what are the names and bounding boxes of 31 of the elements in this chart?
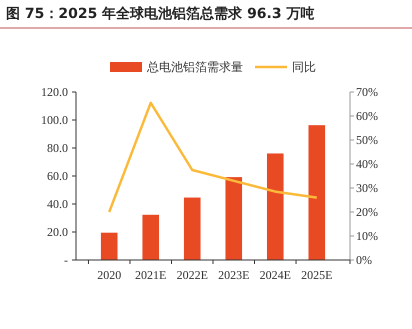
- y-tick-label: 80.0: [47, 141, 68, 156]
- x-tick-label: 2025E: [301, 268, 332, 282]
- y-tick-label: 40.0: [47, 197, 68, 212]
- y-tick-label: -: [64, 253, 68, 268]
- y2-tick-label: 70%: [356, 85, 378, 100]
- y2-tick-label: 60%: [356, 109, 378, 124]
- y2-tick-label: 10%: [356, 229, 378, 244]
- x-tick-label: 2023E: [218, 268, 250, 282]
- bar: [100, 232, 118, 260]
- x-tick-label: 2024E: [260, 268, 291, 282]
- y2-tick-label: 50%: [356, 133, 378, 148]
- bar: [225, 177, 242, 260]
- x-tick-label: 2020: [97, 268, 122, 282]
- y-tick-label: 120.0: [41, 85, 68, 100]
- legend-label: 总电池铝箔需求量: [146, 60, 243, 74]
- bar: [266, 153, 284, 260]
- x-tick-label: 2021E: [135, 268, 166, 282]
- bar: [184, 198, 201, 260]
- x-tick-label: 2022E: [176, 268, 208, 282]
- chart-title: 图 75：2025 年全球电池铝箔总需求 96.3 万吨: [6, 6, 314, 22]
- y2-tick-label: 20%: [356, 205, 378, 220]
- y2-tick-label: 30%: [356, 181, 378, 196]
- y2-tick-label: 40%: [356, 157, 378, 172]
- y-tick-label: 20.0: [47, 225, 68, 240]
- y-tick-label: 100.0: [41, 113, 68, 128]
- bar: [142, 214, 160, 260]
- legend-label: 同比: [292, 60, 316, 74]
- bar: [308, 125, 326, 260]
- y2-tick-label: 0%: [356, 253, 372, 268]
- line-series: [108, 102, 318, 214]
- y-tick-label: 60.0: [47, 169, 68, 184]
